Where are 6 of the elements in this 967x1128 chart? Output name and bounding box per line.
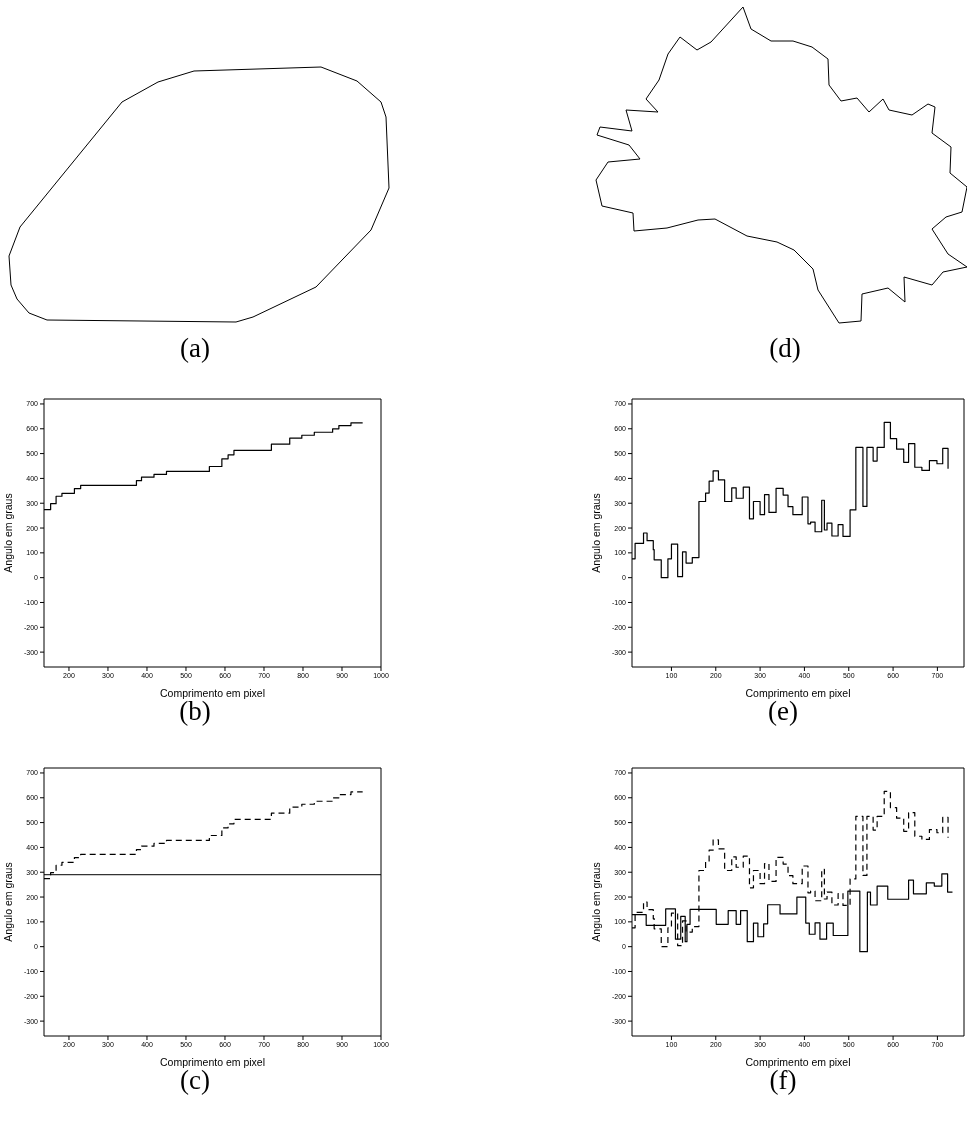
y-axis-title: Angulo em graus	[1, 493, 14, 573]
y-axis-title: Angulo em graus	[589, 493, 602, 573]
y-axis-title: Angulo em graus	[1, 862, 14, 942]
text: (d)	[768, 332, 802, 364]
text: (a)	[179, 332, 211, 364]
y-axis-title: Angulo em graus	[589, 862, 602, 942]
